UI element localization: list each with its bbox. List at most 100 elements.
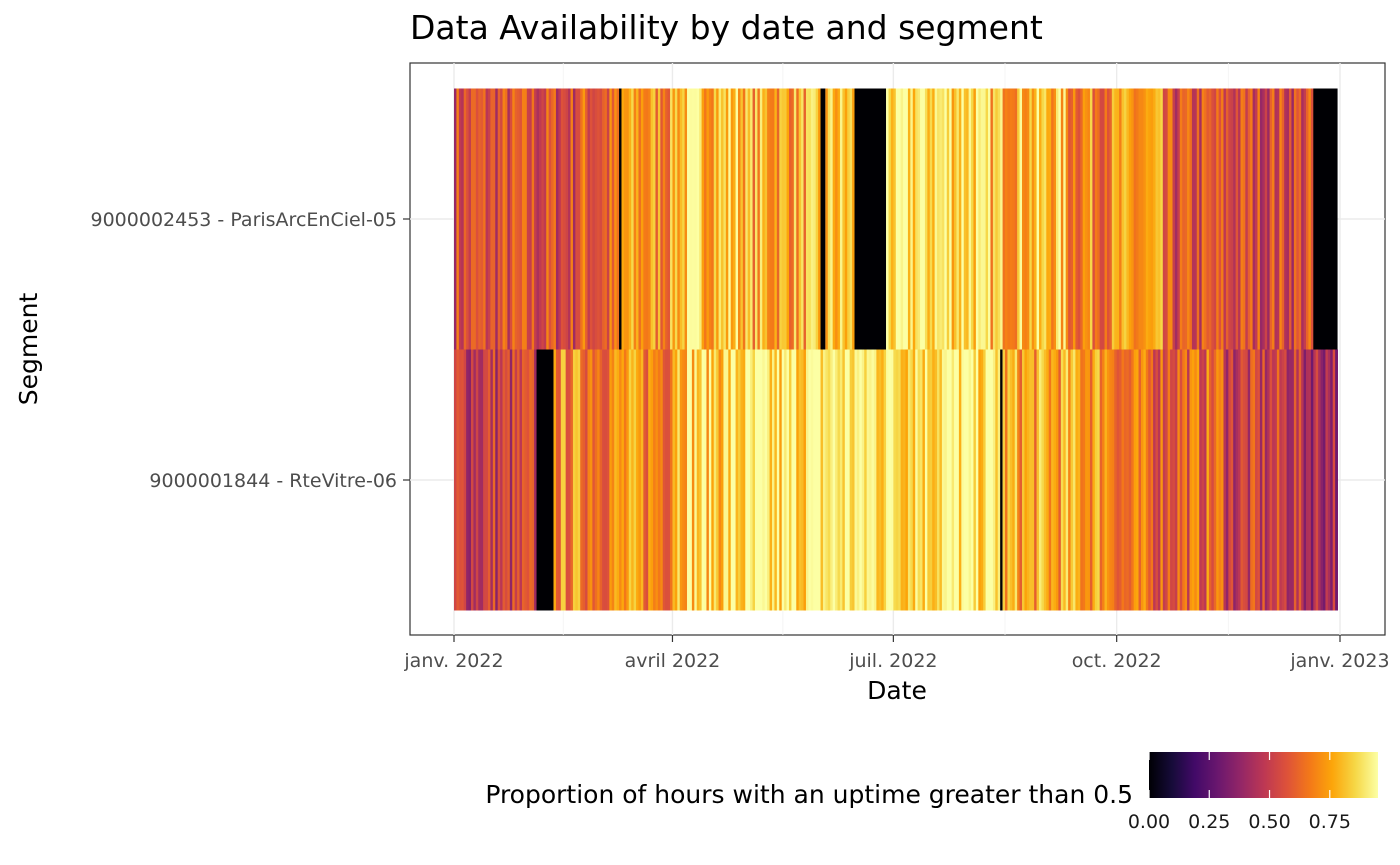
heatmap-tile: [1233, 88, 1237, 350]
heatmap-tile: [767, 349, 770, 611]
heatmap-tile: [1242, 349, 1246, 611]
heatmap-tile: [1233, 349, 1237, 611]
heatmap-tile: [521, 88, 525, 350]
heatmap-tile: [898, 349, 902, 611]
heatmap-tile: [682, 349, 686, 611]
heatmap-tile: [810, 349, 814, 611]
heatmap-tile: [917, 88, 921, 350]
heatmap-tile: [553, 349, 557, 611]
heatmap-tile: [837, 88, 841, 350]
heatmap-tile: [723, 349, 727, 611]
heatmap-tile: [609, 88, 613, 350]
heatmap-tile: [1026, 349, 1030, 611]
heatmap-tile: [713, 88, 717, 350]
heatmap-tile: [735, 88, 739, 350]
heatmap-tile: [1167, 88, 1171, 350]
heatmap-tile: [1194, 88, 1198, 350]
heatmap-tile: [696, 88, 700, 350]
heatmap-tile: [553, 88, 557, 350]
heatmap-tile: [512, 349, 516, 611]
heatmap-tile: [1106, 349, 1110, 611]
heatmap-tile: [1063, 349, 1067, 611]
heatmap-tile: [1179, 88, 1183, 350]
heatmap-tile: [1029, 88, 1033, 350]
heatmap-tile: [815, 88, 819, 350]
heatmap-tile: [779, 88, 783, 350]
heatmap-tile: [616, 349, 620, 611]
heatmap-tile: [706, 349, 710, 611]
heatmap-tile: [1116, 88, 1120, 350]
heatmap-tile: [946, 349, 950, 611]
heatmap-tile: [1235, 88, 1239, 350]
heatmap-tile: [587, 88, 591, 350]
heatmap-tile: [975, 88, 979, 350]
heatmap-tile: [529, 88, 533, 350]
heatmap-tile: [594, 88, 598, 350]
heatmap-tile: [531, 88, 535, 350]
x-tick-label: janv. 2022: [403, 650, 503, 672]
heatmap-tile: [575, 349, 579, 611]
heatmap-tile: [1155, 88, 1159, 350]
heatmap-tile: [565, 88, 569, 350]
heatmap-tile: [966, 349, 970, 611]
heatmap-tile: [1126, 349, 1130, 611]
heatmap-tile: [1245, 349, 1249, 611]
heatmap-tile: [859, 349, 863, 611]
heatmap-tile: [1138, 349, 1142, 611]
heatmap-tile: [1204, 88, 1207, 350]
heatmap-tile: [1284, 349, 1287, 611]
heatmap-tile: [718, 88, 722, 350]
heatmap-tile: [701, 88, 705, 350]
heatmap-tile: [490, 349, 494, 611]
heatmap-tile: [951, 349, 955, 611]
heatmap-tile: [971, 88, 974, 350]
heatmap-tile: [1017, 349, 1020, 611]
heatmap-tile: [478, 349, 482, 611]
heatmap-tile: [572, 349, 576, 611]
heatmap-tile: [895, 88, 899, 350]
heatmap-tile: [754, 349, 758, 611]
heatmap-tile: [968, 349, 972, 611]
heatmap-tile: [927, 88, 931, 350]
heatmap-tile: [842, 349, 846, 611]
heatmap-tile: [1143, 88, 1147, 350]
heatmap-tile-missing: [1313, 88, 1338, 350]
heatmap-tile: [1080, 349, 1084, 611]
heatmap-tile: [883, 349, 887, 611]
heatmap-tile: [1284, 88, 1287, 350]
heatmap-tile: [1310, 349, 1314, 611]
heatmap-tile: [1303, 88, 1307, 350]
heatmap-tile: [1245, 88, 1249, 350]
heatmap-tile: [973, 349, 977, 611]
heatmap-tile: [716, 349, 719, 611]
heatmap-tile: [1264, 88, 1268, 350]
heatmap-tile: [1216, 88, 1220, 350]
heatmap-tile: [1116, 349, 1120, 611]
heatmap-tile: [592, 88, 596, 350]
heatmap-tile: [958, 349, 962, 611]
heatmap-tile: [1153, 88, 1156, 350]
heatmap-tile: [1286, 88, 1290, 350]
heatmap-tile: [949, 349, 953, 611]
heatmap-tile: [1240, 349, 1244, 611]
heatmap-tile: [915, 88, 919, 350]
heatmap-tile: [497, 88, 501, 350]
heatmap-tile: [650, 349, 654, 611]
heatmap-tile: [621, 349, 625, 611]
heatmap-tile: [742, 349, 746, 611]
heatmap-tile: [844, 88, 848, 350]
heatmap-tile: [1136, 88, 1139, 350]
heatmap-tile: [852, 88, 855, 350]
heatmap-tile: [626, 349, 630, 611]
heatmap-tile: [1201, 349, 1205, 611]
heatmap-tile: [730, 88, 734, 350]
heatmap-tile: [1058, 88, 1062, 350]
heatmap-tile: [849, 88, 853, 350]
heatmap-tile: [835, 349, 838, 611]
heatmap-tile: [844, 349, 848, 611]
heatmap-tile: [1034, 349, 1037, 611]
heatmap-tiles: [454, 88, 1338, 611]
heatmap-tile: [784, 349, 787, 611]
heatmap-tile: [1250, 349, 1254, 611]
